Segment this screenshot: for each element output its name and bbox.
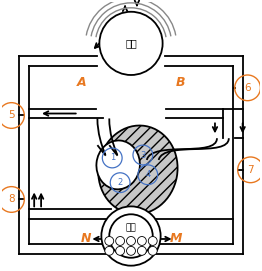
Circle shape xyxy=(105,237,114,246)
Circle shape xyxy=(127,237,135,246)
Circle shape xyxy=(148,246,157,255)
Circle shape xyxy=(148,237,157,246)
Circle shape xyxy=(101,207,161,266)
Ellipse shape xyxy=(96,140,140,189)
Circle shape xyxy=(116,237,124,246)
Text: 2: 2 xyxy=(118,178,123,187)
Text: N: N xyxy=(80,233,91,246)
Circle shape xyxy=(109,214,153,258)
Circle shape xyxy=(138,246,146,255)
Text: A: A xyxy=(77,76,86,89)
Text: 5: 5 xyxy=(8,111,15,121)
Text: B: B xyxy=(176,76,185,89)
Text: 7: 7 xyxy=(247,165,254,175)
Circle shape xyxy=(127,246,135,255)
Text: 8: 8 xyxy=(8,195,15,204)
Text: 4: 4 xyxy=(145,170,150,179)
Text: 组织: 组织 xyxy=(125,224,137,233)
Circle shape xyxy=(138,237,146,246)
Ellipse shape xyxy=(98,125,178,214)
Text: 6: 6 xyxy=(244,83,251,93)
Text: 1: 1 xyxy=(110,153,115,163)
Text: M: M xyxy=(170,233,183,246)
Circle shape xyxy=(105,246,114,255)
Text: 肺泡: 肺泡 xyxy=(125,38,137,49)
Circle shape xyxy=(116,246,124,255)
Circle shape xyxy=(99,12,163,75)
Text: 3: 3 xyxy=(140,150,146,160)
